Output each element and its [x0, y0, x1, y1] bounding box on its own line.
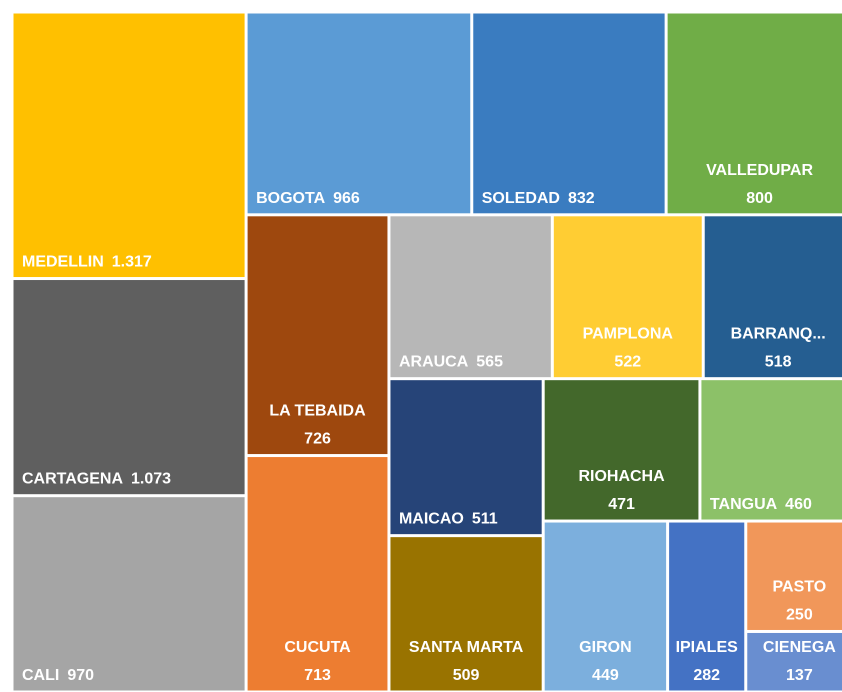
tile-value: 1.317 — [112, 254, 152, 271]
tile-label: CIENEGA 137 — [763, 639, 836, 684]
tile-value: 1.073 — [131, 471, 171, 488]
tile — [247, 216, 388, 455]
tile — [247, 457, 388, 691]
tile-label: CALI 970 — [22, 667, 94, 684]
tile-value: 522 — [614, 354, 641, 371]
tile-name: CARTAGENA — [22, 471, 123, 488]
tile-label: RIOHACHA 471 — [578, 468, 665, 513]
tile-label: BOGOTA 966 — [256, 190, 360, 207]
tile-label: MEDELLIN 1.317 — [22, 254, 152, 271]
tile-value: 460 — [785, 496, 812, 513]
tile-value: 471 — [608, 496, 635, 513]
tile-name: PAMPLONA — [583, 326, 674, 343]
tile — [13, 497, 245, 691]
tile-value: 832 — [568, 190, 595, 207]
tile — [747, 632, 842, 691]
tile-name: SANTA MARTA — [409, 639, 524, 656]
tile-value: 726 — [304, 431, 331, 448]
tile-name: MAICAO — [399, 511, 464, 528]
tile-value: 800 — [746, 190, 773, 207]
tile-name: LA TEBAIDA — [269, 403, 366, 420]
tile-name: TANGUA — [710, 496, 778, 513]
tile — [13, 280, 245, 495]
tile-label: ARAUCA 565 — [399, 354, 503, 371]
tile-label: PASTO 250 — [773, 579, 827, 624]
tile-name: GIRON — [579, 639, 631, 656]
tile — [704, 216, 842, 378]
tile-value: 518 — [765, 354, 792, 371]
tile — [390, 380, 542, 535]
tile-name: SOLEDAD — [482, 190, 560, 207]
tile-label: GIRON 449 — [579, 639, 631, 684]
tile-name: CUCUTA — [284, 639, 351, 656]
tile-label: PAMPLONA 522 — [583, 326, 674, 371]
tile — [13, 13, 245, 278]
tile-value: 449 — [592, 667, 619, 684]
tile — [473, 13, 665, 214]
tile-label: BARRANQ... 518 — [731, 326, 826, 371]
tile-name: BOGOTA — [256, 190, 325, 207]
tile-name: CIENEGA — [763, 639, 836, 656]
tile — [701, 380, 842, 520]
tile-name: MEDELLIN — [22, 254, 104, 271]
tile-name: BARRANQ... — [731, 326, 826, 343]
tile-value: 713 — [304, 667, 331, 684]
tile — [390, 537, 542, 691]
tile-name: IPIALES — [676, 639, 739, 656]
tile — [667, 13, 842, 214]
tile — [544, 380, 699, 520]
tile-label: IPIALES 282 — [676, 639, 739, 684]
tile-value: 250 — [786, 607, 813, 624]
tile-label: MAICAO 511 — [399, 511, 498, 528]
tile-label: SANTA MARTA 509 — [409, 639, 524, 684]
tile-name: PASTO — [773, 579, 827, 596]
tile-value: 137 — [786, 667, 813, 684]
tile-value: 565 — [476, 354, 503, 371]
tile-label: CARTAGENA 1.073 — [22, 471, 171, 488]
tile-value: 966 — [333, 190, 360, 207]
tile — [669, 522, 745, 691]
tile-value: 509 — [453, 667, 480, 684]
tile-label: CUCUTA 713 — [284, 639, 351, 684]
tile-value: 970 — [67, 667, 94, 684]
tile-name: CALI — [22, 667, 59, 684]
tile — [747, 522, 842, 630]
tile-label: LA TEBAIDA 726 — [269, 403, 366, 448]
tile-value: 511 — [472, 511, 498, 528]
tile-name: ARAUCA — [399, 354, 469, 371]
tile-value: 282 — [693, 667, 720, 684]
tile-label: TANGUA 460 — [710, 496, 812, 513]
tile-label: SOLEDAD 832 — [482, 190, 595, 207]
tile — [553, 216, 702, 378]
tile-label: VALLEDUPAR 800 — [706, 162, 813, 207]
tile-name: VALLEDUPAR — [706, 162, 813, 179]
tile-name: RIOHACHA — [578, 468, 665, 485]
tile — [390, 216, 551, 378]
tile — [247, 13, 471, 214]
tile — [544, 522, 667, 691]
